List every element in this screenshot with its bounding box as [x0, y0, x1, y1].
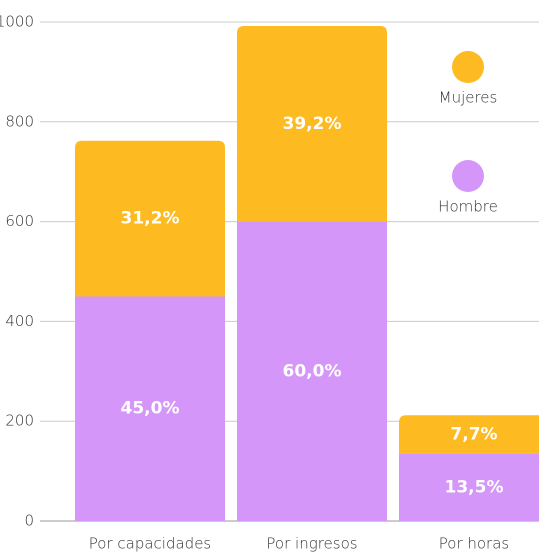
- x-tick-label: Por horas: [439, 535, 509, 553]
- y-tick-label: 600: [5, 212, 34, 230]
- value-label: 31,2%: [121, 209, 180, 229]
- value-label: 60,0%: [283, 361, 342, 381]
- bar-segment: [237, 221, 387, 521]
- x-tick-label: Por ingresos: [266, 535, 357, 553]
- legend-label: Mujeres: [439, 89, 498, 107]
- value-label: 45,0%: [121, 399, 180, 419]
- bar-segment: [399, 453, 539, 521]
- y-tick-label: 0: [24, 512, 34, 530]
- value-label: 13,5%: [445, 477, 504, 497]
- bar-segment: [399, 415, 539, 454]
- value-label: 39,2%: [283, 114, 342, 134]
- y-tick-label: 400: [5, 312, 34, 330]
- bar-segment: [237, 25, 387, 222]
- value-label: 7,7%: [450, 424, 497, 444]
- bar-segment: [75, 296, 225, 521]
- legend-label: Hombre: [438, 198, 498, 216]
- x-tick-label: Por capacidades: [89, 535, 211, 553]
- legend-marker: [452, 51, 484, 83]
- y-tick-label: 800: [5, 112, 34, 130]
- legend-marker: [452, 160, 484, 192]
- y-tick-label: 200: [5, 412, 34, 430]
- y-tick-label: 1000: [0, 13, 34, 31]
- bar-segment: [75, 140, 225, 297]
